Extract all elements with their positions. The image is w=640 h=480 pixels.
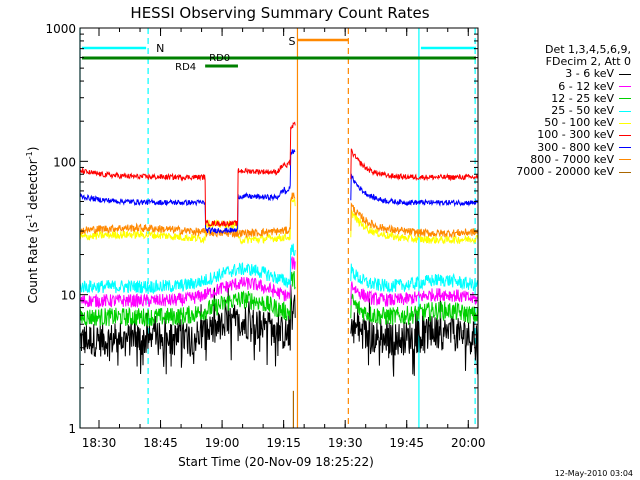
legend-entry-label: 6 - 12 keV [558, 79, 614, 93]
series-line-100-300keV [79, 121, 296, 228]
legend-entry: 300 - 800 keV [505, 140, 631, 154]
series-line-25-50keV [79, 243, 296, 295]
legend-rows: 3 - 6 keV 6 - 12 keV 12 - 25 keV 25 - 50 ke… [505, 68, 631, 178]
legend-entry-label: 3 - 6 keV [565, 67, 614, 81]
series-line-800-7000keV [350, 202, 479, 239]
x-tick-label: 18:30 [82, 436, 117, 450]
series-line-3-6keV [79, 284, 296, 375]
legend-entry-label: 300 - 800 keV [537, 140, 614, 154]
legend-entry-swatch [619, 159, 631, 161]
series-line-12-25keV [79, 271, 296, 327]
y-axis-label: Count Rate (s-1 detector-1) [25, 147, 40, 304]
legend-entry-label: 12 - 25 keV [551, 91, 614, 105]
legend-entry: 12 - 25 keV [505, 91, 631, 105]
plot-area: N S RD0 RD4 [79, 28, 479, 428]
series-line-6-12keV [350, 281, 479, 307]
y-tick-label: 10 [61, 289, 76, 303]
plot-frame [79, 27, 479, 429]
series-line-800-7000keV [79, 192, 296, 239]
legend-entry: 50 - 100 keV [505, 117, 631, 129]
y-axis-label-sup2: -1 [25, 151, 34, 159]
axes: 1 10 100 1000 18:30 18:45 19:00 19:15 19:30 19:45… [45, 22, 485, 450]
x-tick-label: 19:30 [328, 436, 363, 450]
y-axis-label-mid: detector [26, 159, 40, 214]
legend-entry: 25 - 50 keV [505, 104, 631, 118]
legend-header-line-1: Det 1,3,4,5,6,9, [544, 43, 631, 56]
legend-entry: 100 - 300 keV [505, 129, 631, 141]
x-tick-label: 18:45 [143, 436, 178, 450]
y-axis-label-sup1: -1 [25, 214, 34, 222]
y-tick-label: 100 [53, 155, 76, 169]
series-line-25-50keV [350, 263, 479, 293]
x-tick-label: 19:15 [266, 436, 301, 450]
series-line-300-800keV [350, 173, 479, 208]
y-tick-label: 1000 [45, 22, 76, 36]
legend-entry-label: 800 - 7000 keV [530, 152, 614, 166]
legend: Det 1,3,4,5,6,9, FDecim 2, Att 0 3 - 6 k… [505, 43, 631, 178]
print-timestamp: 12-May-2010 03:04 [555, 469, 633, 478]
saa-label: S [288, 35, 295, 48]
legend-entry-label: 7000 - 20000 keV [516, 165, 614, 179]
legend-entry-label: 25 - 50 keV [551, 104, 614, 118]
legend-entry-swatch [619, 147, 631, 149]
legend-entry-swatch [619, 74, 631, 75]
x-tick-label: 20:00 [451, 436, 486, 450]
rd0-label: RD0 [209, 53, 230, 64]
y-axis-label-end: ) [26, 147, 40, 152]
series-line-6-12keV [79, 256, 296, 309]
legend-entry-swatch [619, 171, 631, 173]
x-axis-label: Start Time (20-Nov-09 18:25:22) [178, 455, 374, 469]
legend-entry: 800 - 7000 keV [505, 152, 631, 166]
legend-entry-swatch [619, 135, 631, 137]
series-line-100-300keV [350, 148, 479, 182]
legend-entry: 3 - 6 keV [505, 68, 631, 80]
series-line-50-100keV [79, 198, 296, 245]
legend-entry: 7000 - 20000 keV [505, 165, 631, 179]
legend-header-line-2: FDecim 2, Att 0 [545, 55, 631, 69]
rd4-label: RD4 [175, 62, 196, 73]
y-axis-label-main: Count Rate (s [26, 222, 40, 304]
night-label: N [156, 42, 164, 55]
legend-entry: 6 - 12 keV [505, 79, 631, 93]
legend-entry-swatch [619, 110, 631, 112]
legend-entry-swatch [619, 122, 631, 124]
series-line-12-25keV [350, 293, 479, 326]
series-line-300-800keV [79, 149, 296, 235]
legend-entry-label: 100 - 300 keV [537, 128, 614, 142]
series-line-50-100keV [350, 209, 479, 245]
legend-entry-swatch [619, 86, 631, 88]
chart-title: HESSI Observing Summary Count Rates [130, 4, 429, 22]
y-tick-label: 1 [68, 422, 76, 436]
x-tick-label: 19:00 [205, 436, 240, 450]
legend-entry-swatch [619, 98, 631, 100]
legend-entry-label: 50 - 100 keV [544, 116, 614, 130]
x-tick-label: 19:45 [389, 436, 424, 450]
